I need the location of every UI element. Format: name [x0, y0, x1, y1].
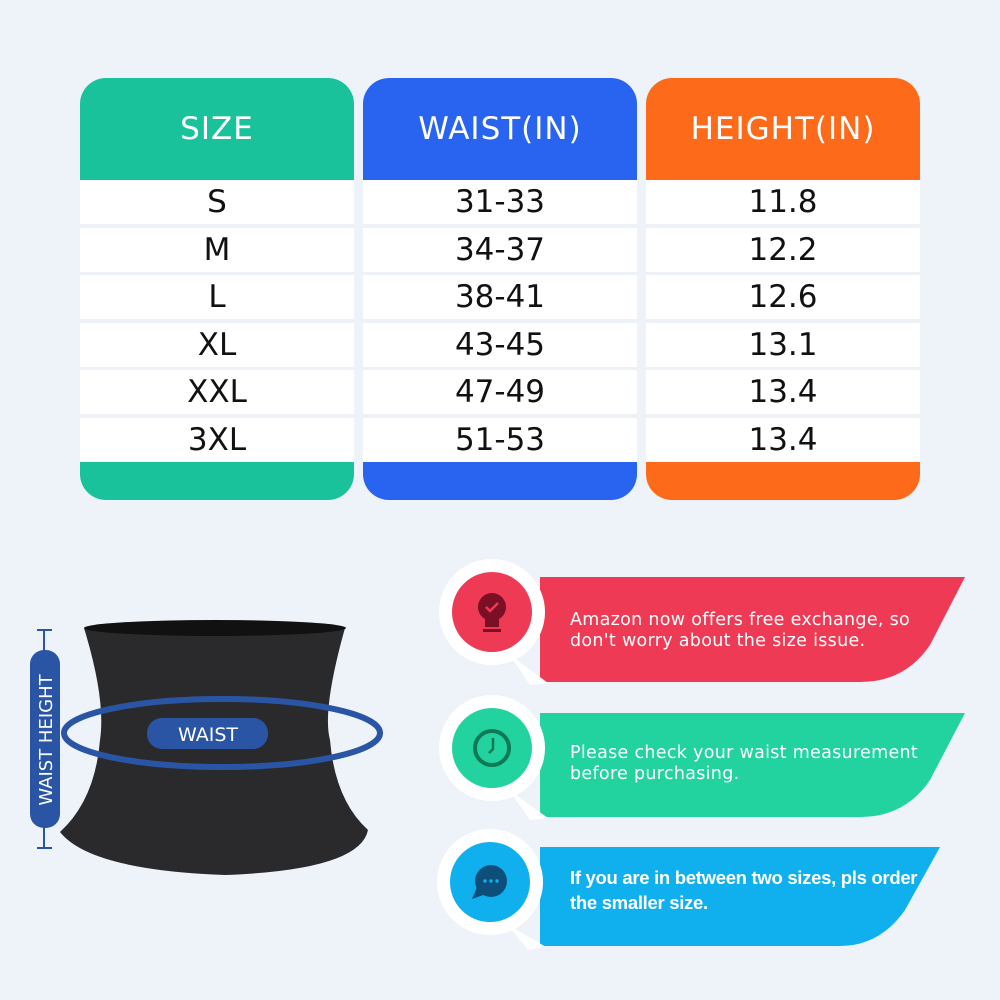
table-cell: M	[80, 227, 354, 272]
tip-check-measurement: Please check your waist measurement befo…	[0, 690, 1000, 830]
waist-column: WAIST(IN) 31-33 34-37 38-41 43-45 47-49 51-53	[363, 78, 637, 500]
clock-icon	[473, 729, 511, 767]
table-cell: 13.4	[646, 417, 920, 462]
lightbulb-check-icon	[478, 593, 506, 632]
column-header: SIZE	[180, 111, 254, 147]
tip-text: If you are in between two sizes, pls ord…	[570, 867, 918, 913]
column-header: HEIGHT(IN)	[690, 111, 876, 147]
table-cell: 12.6	[646, 275, 920, 319]
size-column: SIZE S M L XL XXL 3XL	[80, 78, 354, 500]
table-cell: 43-45	[363, 322, 637, 367]
table-cell: 38-41	[363, 275, 637, 319]
table-cell: 31-33	[363, 180, 637, 224]
tip-between-sizes: If you are in between two sizes, pls ord…	[0, 825, 1000, 965]
tip-text: Please check your waist measurement befo…	[570, 743, 919, 784]
table-cell: 51-53	[363, 417, 637, 462]
tip-free-exchange: Amazon now offers free exchange, so don'…	[0, 555, 1000, 695]
waist-height-label: WAIST HEIGHT	[36, 673, 57, 805]
table-cell: 13.1	[646, 322, 920, 367]
table-cell: 3XL	[80, 417, 354, 462]
table-cell: 34-37	[363, 227, 637, 272]
table-cell: 12.2	[646, 227, 920, 272]
chat-bubble-icon	[472, 865, 507, 899]
table-cell: 11.8	[646, 180, 920, 224]
table-cell: 13.4	[646, 370, 920, 414]
waist-trainer-diagram: WAIST WAIST HEIGHT	[30, 620, 383, 875]
table-cell: L	[80, 275, 354, 319]
tip-text: Amazon now offers free exchange, so don'…	[570, 610, 911, 651]
table-cell: XL	[80, 322, 354, 367]
column-header: WAIST(IN)	[418, 111, 582, 147]
table-cell: 47-49	[363, 370, 637, 414]
table-cell: XXL	[80, 370, 354, 414]
height-column: HEIGHT(IN) 11.8 12.2 12.6 13.1 13.4 13.4	[646, 78, 920, 500]
waist-label: WAIST	[178, 724, 238, 746]
waist-ring	[61, 696, 383, 770]
table-cell: S	[80, 180, 354, 224]
